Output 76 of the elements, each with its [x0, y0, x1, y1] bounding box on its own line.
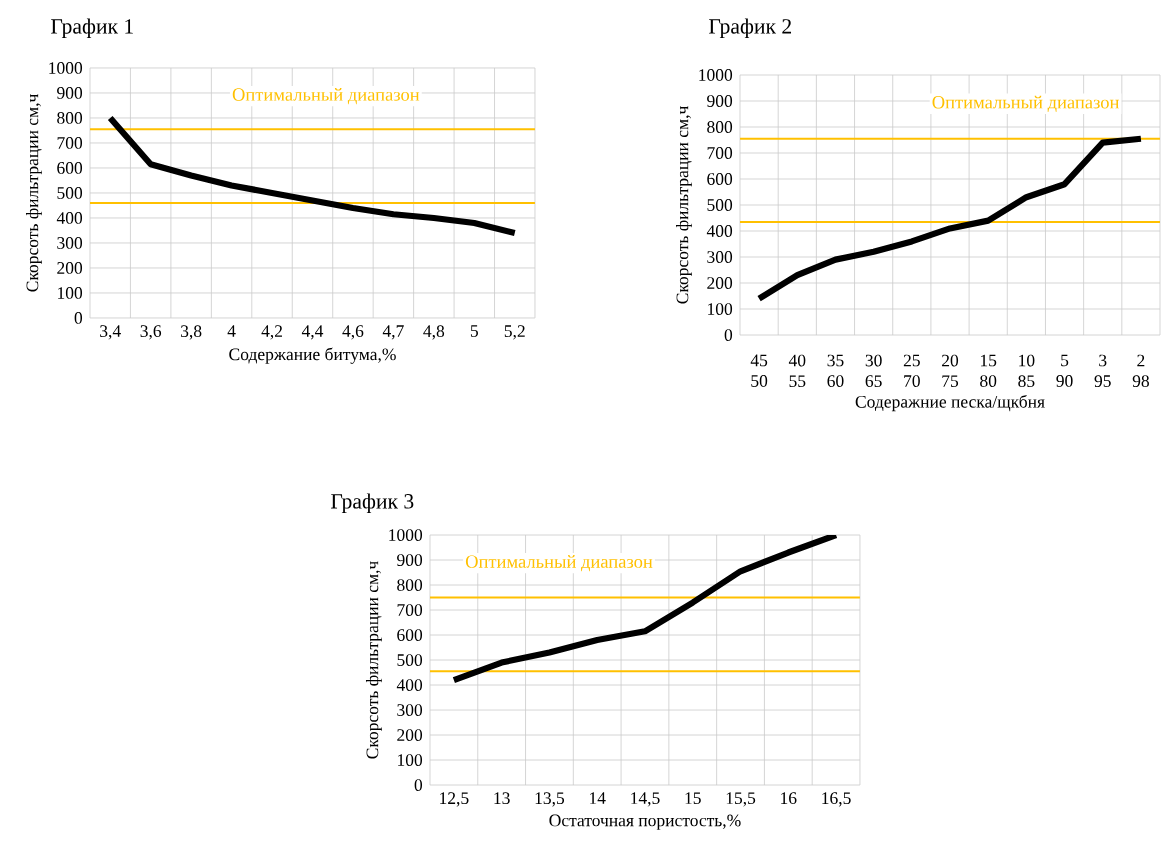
- x-tick-label: 10 85: [1018, 354, 1035, 387]
- x-tick-label: 4,2: [261, 325, 282, 340]
- x-tick-label: 12,5: [440, 792, 469, 807]
- y-tick-label: 600: [57, 162, 83, 174]
- chart-title: График 1: [51, 18, 133, 39]
- y-axis-title: Скорсоть фильтрации см,ч: [365, 561, 382, 759]
- y-tick-label: 300: [57, 237, 83, 249]
- y-tick-label: 200: [57, 262, 83, 274]
- y-tick-label: 300: [397, 704, 423, 716]
- chart-title: График 2: [709, 18, 792, 39]
- x-tick-label: 4,4: [301, 325, 324, 340]
- y-tick-label: 700: [707, 147, 733, 159]
- x-tick-label: 5: [470, 325, 478, 337]
- x-tick-label: 25 70: [903, 354, 920, 387]
- y-tick-label: 400: [56, 212, 83, 224]
- x-tick-label: 4,8: [423, 325, 445, 340]
- x-tick-label: 40 55: [788, 354, 806, 387]
- x-tick-label: 2 98: [1132, 354, 1149, 387]
- x-tick-label: 30 65: [865, 354, 882, 387]
- y-tick-label: 700: [57, 137, 83, 149]
- x-tick-label: 3,6: [140, 325, 162, 340]
- x-tick-label: 4,6: [342, 325, 364, 340]
- y-tick-label: 200: [707, 277, 733, 289]
- x-tick-label: 16,5: [822, 792, 851, 807]
- y-tick-label: 400: [706, 225, 733, 237]
- y-tick-label: 300: [707, 251, 733, 263]
- chart-title: График 3: [331, 493, 414, 513]
- y-tick-label: 100: [58, 287, 83, 299]
- x-tick-label: 5,2: [504, 325, 525, 340]
- y-tick-label: 0: [74, 312, 83, 324]
- y-tick-label: 500: [707, 199, 733, 211]
- y-tick-label: 800: [57, 112, 83, 124]
- x-tick-label: 14,5: [631, 792, 660, 807]
- y-tick-label: 600: [397, 629, 423, 641]
- annotation: Оптимальный диапазон: [232, 87, 420, 105]
- x-tick-label: 3 95: [1094, 354, 1111, 387]
- annotation: Оптимальный диапазон: [932, 95, 1120, 112]
- y-tick-label: 200: [397, 729, 423, 741]
- x-tick-label: 13,5: [535, 792, 565, 807]
- x-tick-label: 16: [781, 792, 797, 805]
- y-axis-title: Скорсоть фильтрации см,ч: [25, 94, 42, 292]
- y-tick-label: 800: [707, 121, 733, 133]
- y-tick-label: 500: [397, 654, 423, 666]
- y-tick-label: 100: [708, 303, 733, 315]
- x-tick-label: 13: [494, 792, 510, 805]
- annotation: Оптимальный диапазон: [465, 554, 653, 572]
- x-tick-label: 15 80: [980, 354, 997, 387]
- y-tick-label: 900: [707, 95, 733, 107]
- y-tick-label: 900: [397, 554, 423, 566]
- y-tick-label: 1000: [49, 62, 83, 74]
- y-tick-label: 0: [414, 779, 423, 791]
- x-tick-label: 45 50: [750, 354, 768, 387]
- x-axis-title: Остаточная пористость,%: [549, 814, 741, 830]
- y-tick-label: 1000: [389, 529, 423, 541]
- y-tick-label: 1000: [699, 69, 733, 81]
- x-tick-label: 15: [685, 792, 701, 805]
- y-tick-label: 600: [707, 173, 733, 185]
- x-tick-label: 20 75: [942, 354, 959, 387]
- y-tick-label: 400: [396, 679, 423, 691]
- y-tick-label: 100: [398, 754, 423, 766]
- x-tick-label: 5 90: [1056, 354, 1073, 387]
- y-axis-title: Скорсоть фильтрации см,ч: [676, 106, 692, 304]
- x-tick-label: 15,5: [726, 792, 756, 807]
- x-tick-label: 14: [590, 792, 606, 804]
- y-tick-label: 800: [397, 579, 423, 591]
- x-tick-label: 4: [227, 325, 236, 337]
- y-tick-label: 700: [397, 604, 423, 616]
- y-tick-label: 0: [724, 329, 733, 341]
- y-tick-label: 900: [57, 87, 83, 99]
- x-tick-label: 35 60: [827, 354, 844, 387]
- x-tick-label: 3,8: [181, 325, 202, 340]
- x-axis-title: Содеражние песка/щкбня: [855, 394, 1045, 412]
- x-tick-label: 3,4: [100, 325, 121, 340]
- x-tick-label: 4,7: [382, 325, 404, 340]
- x-axis-title: Содержание битума,%: [229, 347, 396, 364]
- y-tick-label: 500: [57, 187, 83, 199]
